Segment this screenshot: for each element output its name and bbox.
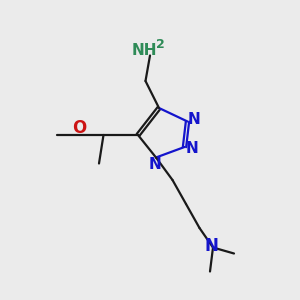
Text: O: O	[72, 119, 87, 137]
Text: 2: 2	[156, 38, 165, 51]
Text: N: N	[148, 157, 161, 172]
Text: N: N	[186, 141, 198, 156]
Text: NH: NH	[132, 43, 158, 58]
Text: N: N	[205, 237, 218, 255]
Text: N: N	[188, 112, 200, 128]
